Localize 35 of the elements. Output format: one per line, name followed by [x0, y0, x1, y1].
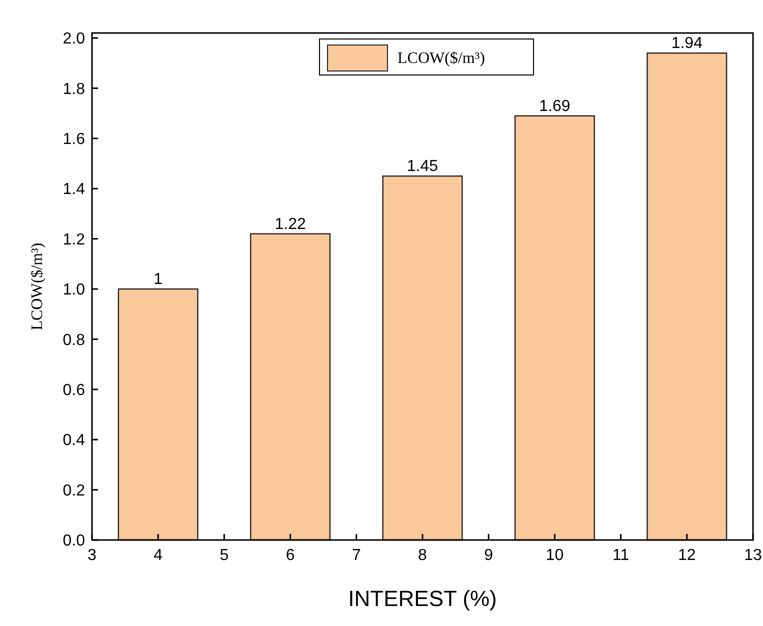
data-label: 1.22	[274, 216, 306, 233]
x-tick-label: 11	[612, 547, 630, 564]
bar	[118, 288, 198, 541]
x-tick-label: 7	[352, 547, 361, 564]
x-tick-label: 10	[546, 547, 564, 564]
x-tick-label: 9	[484, 547, 494, 564]
y-tick-label: 0.4	[62, 432, 86, 450]
y-tick-label: 1.6	[62, 131, 86, 148]
y-axis-title: LCOW($/m³)	[29, 242, 46, 330]
y-tick-label: 2.0	[62, 30, 86, 48]
x-tick-label: 8	[418, 547, 428, 564]
x-axis-title: INTEREST (%)	[348, 586, 497, 611]
legend-label: LCOW($/m³)	[398, 50, 485, 67]
y-tick-label: 0.8	[62, 332, 86, 349]
data-label: 1.45	[406, 158, 438, 176]
data-label: 1	[154, 271, 163, 288]
x-tick-label: 6	[286, 547, 295, 564]
y-tick-label: 1.2	[62, 231, 86, 248]
x-tick-label: 13	[744, 547, 762, 564]
y-tick-label: 0.0	[62, 532, 86, 550]
data-label: 1.69	[539, 98, 570, 115]
data-label: 1.94	[671, 35, 703, 52]
y-tick-label: 1.4	[62, 181, 86, 198]
x-tick-label: 4	[154, 547, 163, 564]
x-tick-label: 3	[88, 547, 97, 564]
y-tick-label: 0.2	[62, 482, 86, 500]
bar	[514, 115, 595, 541]
bar	[382, 175, 463, 541]
bar	[250, 233, 331, 541]
x-tick-label: 12	[678, 547, 696, 564]
y-tick-label: 1.8	[62, 80, 86, 98]
x-tick-label: 5	[220, 547, 229, 564]
y-tick-label: 1.0	[62, 282, 86, 299]
y-tick-label: 0.6	[62, 382, 86, 400]
bar	[646, 52, 728, 541]
